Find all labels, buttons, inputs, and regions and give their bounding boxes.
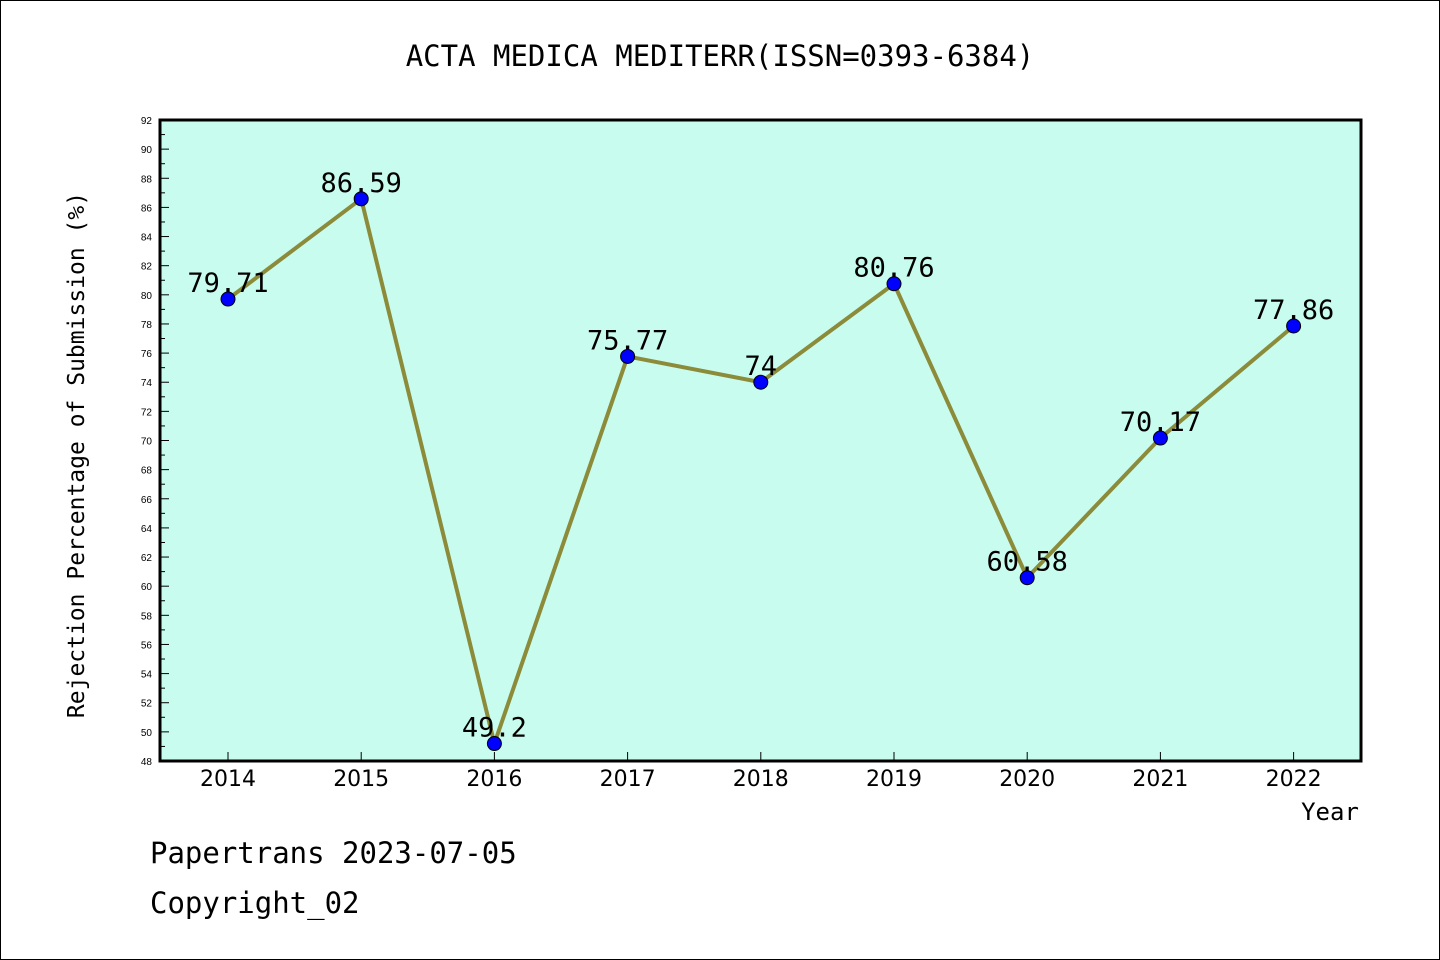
data-point [220, 291, 236, 307]
data-label: 75.77 [587, 325, 668, 356]
y-tick-label: 92 [141, 116, 153, 127]
data-point [753, 374, 769, 390]
data-point [353, 191, 369, 207]
y-tick-label: 74 [141, 378, 153, 389]
x-axis-label: Year [1301, 798, 1359, 826]
y-tick-label: 68 [141, 466, 153, 477]
y-tick-label: 66 [141, 495, 153, 506]
y-tick-label: 84 [141, 233, 153, 244]
x-tick-label: 2017 [600, 767, 656, 792]
chart-title: ACTA MEDICA MEDITERR(ISSN=0393-6384) [406, 39, 1035, 73]
y-tick-label: 78 [141, 320, 153, 331]
data-point [1152, 430, 1168, 446]
data-point [1286, 318, 1302, 334]
data-label: 79.71 [187, 268, 268, 299]
y-tick-label: 90 [141, 145, 153, 156]
y-tick-label: 48 [141, 757, 153, 768]
data-label: 70.17 [1120, 407, 1201, 438]
y-tick-label: 60 [141, 582, 153, 593]
y-tick-label: 54 [141, 670, 153, 681]
y-tick-label: 80 [141, 291, 153, 302]
data-label: 86.59 [321, 168, 402, 199]
x-tick-label: 2018 [733, 767, 789, 792]
data-label: 60.58 [987, 547, 1068, 578]
y-tick-label: 52 [141, 699, 153, 710]
y-tick-label: 50 [141, 728, 153, 739]
footer-copyright-line: Copyright_02 [150, 886, 360, 920]
series-layer: 79.71 86.59 49.2 75.77 74 80.76 60.58 70.17 77.8… [187, 168, 1334, 752]
y-tick-label: 72 [141, 407, 153, 418]
data-point [486, 736, 502, 752]
footer-date-line: Papertrans 2023-07-05 [150, 836, 517, 870]
y-tick-label: 88 [141, 174, 153, 185]
x-tick-label: 2016 [466, 767, 522, 792]
x-tick-label: 2020 [999, 767, 1055, 792]
y-tick-label: 70 [141, 437, 153, 448]
y-tick-label: 64 [141, 524, 153, 535]
y-axis: 48 50 52 54 56 58 60 62 64 66 68 70 72 74 76 78 80 82 84 86… [141, 116, 169, 768]
data-label: 49.2 [462, 713, 527, 744]
y-tick-label: 56 [141, 640, 153, 651]
data-label: 80.76 [853, 253, 934, 284]
data-label: 77.86 [1253, 295, 1334, 326]
y-tick-label: 58 [141, 611, 153, 622]
y-tick-label: 62 [141, 553, 153, 564]
x-tick-label: 2015 [333, 767, 389, 792]
x-axis: 2014 2015 2016 2017 2018 2019 2020 2021 2022 [200, 752, 1322, 792]
y-tick-label: 86 [141, 203, 153, 214]
y-tick-label: 76 [141, 349, 153, 360]
data-point [886, 276, 902, 292]
data-point [620, 348, 636, 364]
x-tick-label: 2022 [1266, 767, 1322, 792]
data-label: 74 [745, 351, 778, 382]
plot-border [158, 118, 1363, 763]
x-tick-label: 2014 [200, 767, 256, 792]
y-tick-label: 82 [141, 262, 153, 273]
x-tick-label: 2021 [1132, 767, 1188, 792]
x-tick-label: 2019 [866, 767, 922, 792]
y-axis-label: Rejection Percentage of Submission (%) [64, 192, 90, 718]
data-point [1019, 570, 1035, 586]
